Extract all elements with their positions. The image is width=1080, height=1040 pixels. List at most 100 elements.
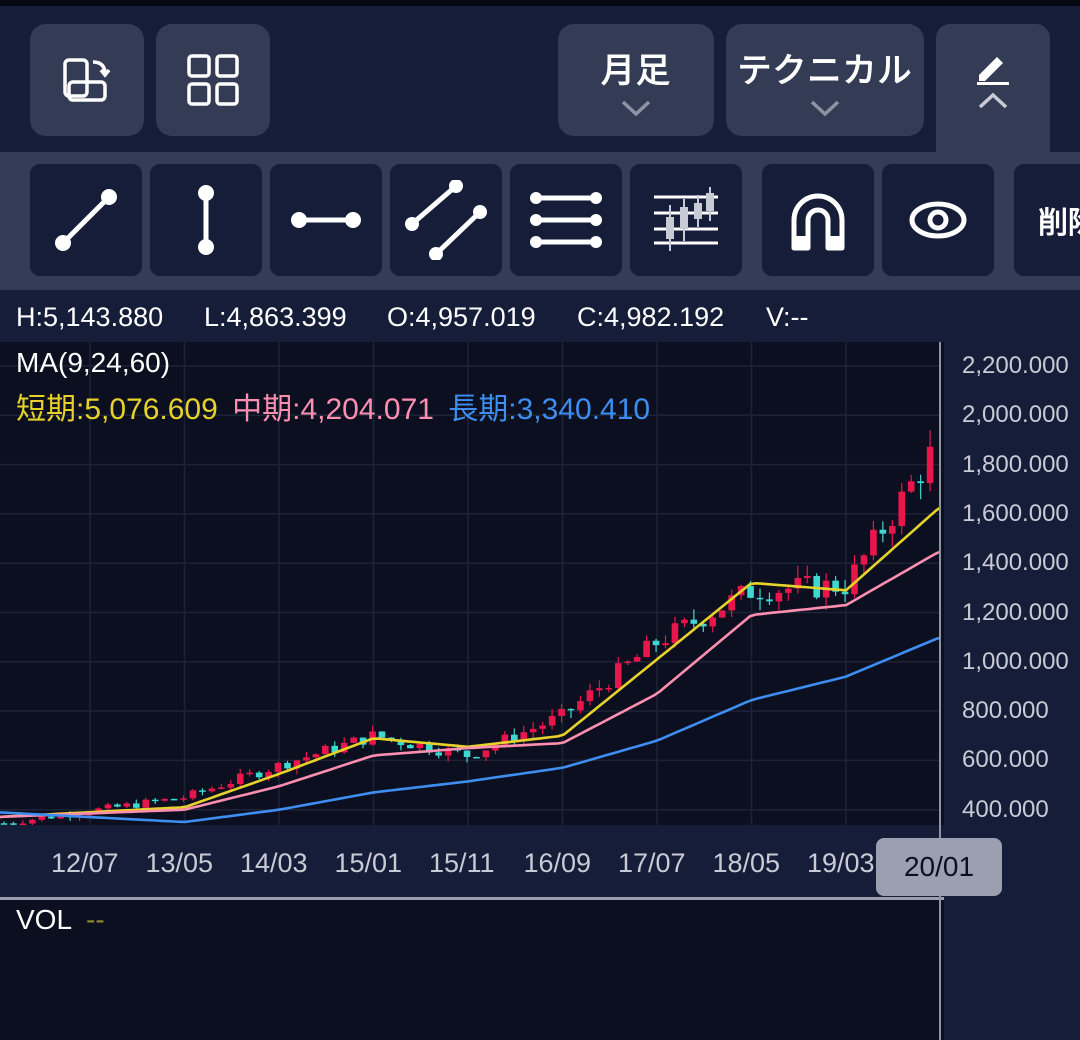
candle-up: [350, 736, 357, 744]
candle-up: [926, 430, 934, 492]
close-value: C:4,982.192: [577, 302, 725, 332]
ma-values: 短期:5,076.609 中期:4,204.071 長期:3,340.410: [16, 384, 650, 428]
y-axis-panel: [944, 290, 1080, 1040]
volume-value: V:--: [766, 302, 809, 332]
x-axis-panel: [0, 825, 944, 897]
fibonacci-tool[interactable]: [630, 164, 742, 276]
rotate-screen-icon: [63, 58, 111, 102]
trend-line-tool[interactable]: [30, 164, 142, 276]
x-tick-label: 19/03: [807, 848, 875, 878]
y-tick-label: 1,200.000: [962, 598, 1069, 626]
parallel-channel-tool[interactable]: [390, 164, 502, 276]
candle-up: [794, 565, 802, 594]
candle-up: [529, 721, 537, 739]
parallel-channel-icon: [405, 180, 487, 260]
candle-up: [142, 797, 150, 809]
candle-down: [879, 521, 887, 543]
x-tick-label: 15/01: [334, 848, 403, 878]
high-value: H:5,143.880: [16, 302, 164, 332]
candle-down: [832, 576, 839, 596]
candle-up: [907, 474, 915, 494]
ohlc-readout: H:5,143.880 L:4,863.399 O:4,957.019 C:4,…: [0, 290, 944, 342]
low-value: L:4,863.399: [204, 302, 347, 332]
candle-up: [728, 589, 735, 618]
layout-grid-button[interactable]: [156, 24, 270, 136]
candle-up: [482, 750, 490, 761]
panel-divider[interactable]: [0, 897, 944, 900]
volume-panel-value: --: [86, 904, 105, 935]
candle-up: [321, 744, 329, 755]
candle-down: [766, 592, 773, 605]
candle-up: [29, 818, 36, 825]
ma-mid-line: [0, 550, 940, 819]
ma-long-line: [0, 636, 940, 824]
crosshair-line[interactable]: [939, 342, 941, 1040]
candle-down: [132, 799, 140, 809]
candle-up: [718, 610, 726, 619]
candle-up: [822, 573, 830, 610]
magnet-tool[interactable]: [762, 164, 874, 276]
candle-up: [785, 585, 792, 601]
candle-up: [671, 616, 679, 648]
candle-up: [898, 483, 906, 535]
volume-label: VOL: [16, 904, 73, 935]
x-tick-label: 14/03: [240, 848, 308, 878]
candle-up: [208, 786, 216, 793]
technical-dropdown[interactable]: テクニカル: [726, 24, 924, 136]
candle-down: [652, 638, 660, 653]
candle-up: [586, 683, 594, 706]
ma-long-value: 長期:3,340.410: [448, 393, 651, 426]
visibility-tool[interactable]: [882, 164, 994, 276]
price-chart[interactable]: [0, 342, 940, 825]
candle-down: [151, 797, 159, 804]
candle-up: [633, 653, 641, 662]
candle-down: [690, 609, 698, 631]
x-tick-label: 16/09: [523, 848, 592, 878]
candle-up: [520, 725, 528, 747]
candle-up: [888, 519, 896, 547]
vertical-line-tool[interactable]: [150, 164, 262, 276]
horizontal-line-tool[interactable]: [270, 164, 382, 276]
fibonacci-icon: [654, 187, 718, 251]
candle-up: [596, 680, 603, 697]
visibility-icon: [909, 201, 967, 239]
y-tick-label: 1,600.000: [962, 499, 1069, 527]
y-tick-label: 1,400.000: [962, 549, 1069, 577]
top-bar: 月足 テクニカル: [0, 0, 1080, 158]
candle-down: [255, 770, 263, 780]
chevron-up-icon: [978, 92, 1008, 109]
x-tick-label: 13/05: [145, 848, 214, 878]
candle-up: [558, 704, 565, 723]
horizontal-lines-icon: [530, 192, 602, 248]
y-tick-label: 800.000: [962, 697, 1049, 725]
candle-up: [803, 565, 811, 584]
candle-down: [199, 788, 206, 796]
volume-panel-label: VOL --: [16, 904, 105, 936]
candle-up: [577, 695, 584, 714]
candle-down: [917, 474, 924, 500]
period-dropdown[interactable]: 月足: [558, 24, 714, 136]
chevron-down-icon: [621, 100, 651, 116]
candle-up: [643, 635, 650, 658]
candle-up: [123, 801, 131, 809]
candle-down: [0, 821, 8, 825]
rotate-screen-button[interactable]: [30, 24, 144, 136]
y-tick-label: 2,000.000: [962, 401, 1069, 429]
candle-up: [624, 659, 632, 666]
horizontal-lines-tool[interactable]: [510, 164, 622, 276]
y-tick-label: 400.000: [962, 795, 1049, 823]
period-label: 月足: [601, 51, 671, 90]
candle-up: [19, 820, 27, 825]
x-tick-label: 17/07: [618, 848, 686, 878]
candle-up: [236, 768, 244, 789]
candle-down: [813, 573, 821, 600]
drawing-tools-toggle[interactable]: [936, 24, 1050, 158]
delete-drawings-button[interactable]: 削除: [1014, 164, 1080, 276]
candle-up: [104, 802, 112, 810]
candle-down: [510, 728, 518, 746]
chevron-down-icon: [810, 100, 840, 116]
y-tick-label: 600.000: [962, 746, 1049, 774]
ma-mid-value: 中期:4,204.071: [232, 393, 434, 426]
candle-up: [369, 725, 376, 746]
y-tick-label: 1,000.000: [962, 647, 1069, 675]
